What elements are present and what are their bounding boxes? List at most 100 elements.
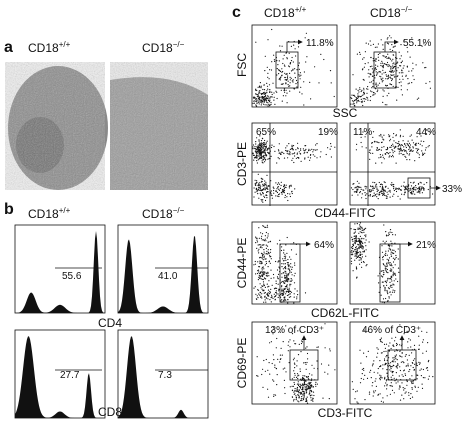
dot xyxy=(432,193,434,195)
dot xyxy=(355,235,357,237)
dot xyxy=(305,386,307,388)
dot xyxy=(386,369,388,371)
dot xyxy=(253,287,255,289)
dot xyxy=(409,153,411,155)
dot xyxy=(270,180,272,182)
dot xyxy=(268,285,270,287)
dot xyxy=(273,380,275,382)
dot xyxy=(280,184,282,187)
dot xyxy=(329,350,331,352)
dot xyxy=(392,54,395,56)
histogram-value: 41.0 xyxy=(158,271,178,282)
dot xyxy=(255,105,258,107)
dot xyxy=(358,100,360,102)
dot xyxy=(376,73,378,75)
dot xyxy=(289,290,292,292)
dot xyxy=(382,259,384,261)
dot xyxy=(425,133,428,135)
dot xyxy=(361,146,363,148)
dot xyxy=(271,144,273,146)
header-sup: −/− xyxy=(173,40,185,49)
dot xyxy=(402,135,404,137)
dot xyxy=(358,182,360,184)
dot xyxy=(429,131,431,133)
dot xyxy=(265,147,267,149)
dot xyxy=(360,258,362,260)
dot xyxy=(330,43,332,45)
dot xyxy=(265,185,267,187)
dot xyxy=(257,86,259,88)
dot xyxy=(381,60,383,63)
dot xyxy=(284,65,286,67)
dot xyxy=(374,69,376,71)
dot xyxy=(306,346,308,348)
dot xyxy=(288,290,290,292)
dot xyxy=(266,253,268,255)
dot xyxy=(294,188,296,190)
dot xyxy=(277,186,279,188)
dot xyxy=(394,150,396,152)
dot xyxy=(262,199,264,201)
dot xyxy=(417,142,419,144)
dot xyxy=(259,188,261,190)
dot xyxy=(387,293,389,295)
dot xyxy=(287,265,289,267)
histograms xyxy=(14,224,209,419)
dot xyxy=(305,380,307,382)
dot xyxy=(296,153,298,155)
dot xyxy=(267,388,269,390)
dot xyxy=(432,376,434,378)
dot xyxy=(266,90,268,92)
dot xyxy=(361,69,364,71)
dot xyxy=(399,324,401,326)
dot xyxy=(383,358,386,360)
dot xyxy=(303,397,305,399)
dot xyxy=(397,248,399,250)
dot xyxy=(270,301,272,303)
dot xyxy=(315,149,317,151)
dot xyxy=(259,291,261,293)
dot xyxy=(260,149,262,151)
dot xyxy=(256,375,258,377)
dot xyxy=(394,274,397,276)
dot xyxy=(401,356,403,358)
dot xyxy=(254,260,256,263)
dot xyxy=(406,66,408,68)
dot xyxy=(362,78,364,81)
dot xyxy=(388,350,390,352)
dot xyxy=(257,189,260,191)
dot xyxy=(389,264,391,266)
dot xyxy=(389,229,392,231)
dot xyxy=(266,197,268,199)
dot xyxy=(266,140,268,142)
dot xyxy=(364,374,366,376)
dot xyxy=(268,148,270,150)
dot xyxy=(258,274,260,276)
dot xyxy=(393,193,395,195)
dot xyxy=(320,363,323,365)
dot xyxy=(397,86,399,88)
dot xyxy=(255,150,257,152)
dot xyxy=(400,61,402,63)
dot xyxy=(368,393,371,395)
dot xyxy=(281,45,283,47)
dot xyxy=(256,239,258,241)
dot xyxy=(311,364,313,366)
dot xyxy=(404,374,407,376)
dot xyxy=(285,271,287,273)
dot xyxy=(357,255,359,257)
dot xyxy=(354,191,356,193)
dot xyxy=(267,235,269,237)
dot xyxy=(386,42,389,44)
dot xyxy=(391,378,393,380)
dot xyxy=(263,101,265,103)
dot xyxy=(369,81,371,83)
dot xyxy=(269,293,271,295)
dot xyxy=(382,89,384,91)
dot xyxy=(394,45,396,47)
dot xyxy=(296,387,298,389)
dot xyxy=(280,83,282,85)
dot xyxy=(394,355,396,357)
dot xyxy=(265,297,267,299)
dot xyxy=(269,104,271,106)
